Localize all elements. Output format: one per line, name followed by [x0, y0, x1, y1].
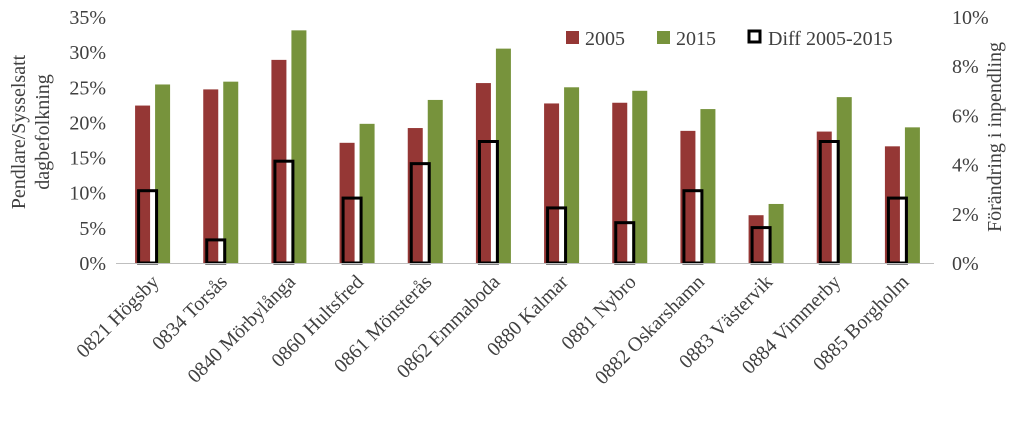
bar-2015 [223, 81, 239, 263]
bar-2015 [155, 84, 171, 263]
right-tick-label: 10% [952, 7, 989, 29]
right-tick-label: 8% [952, 56, 979, 78]
legend-label-2005: 2005 [585, 28, 625, 50]
legend: 2005 2015 Diff 2005-2015 [566, 28, 893, 50]
left-axis-ticks: 0% 5% 10% 15% 20% 25% 30% 35% [69, 7, 106, 275]
bar-2015 [359, 123, 375, 263]
plot-area [116, 30, 934, 265]
legend-swatch-2015 [657, 31, 670, 44]
legend-label-diff: Diff 2005-2015 [768, 28, 893, 50]
left-tick-label: 0% [79, 253, 106, 275]
right-tick-label: 2% [952, 204, 979, 226]
bar-2015 [291, 30, 307, 264]
bar-2015 [495, 48, 511, 263]
left-tick-label: 35% [69, 7, 106, 29]
right-axis-ticks: 0% 2% 4% 6% 8% 10% [952, 7, 989, 275]
left-tick-label: 10% [69, 183, 106, 205]
right-axis-title: Förändring i inpendling [984, 42, 1006, 232]
category-label: 0821 Högsby [72, 271, 163, 362]
left-tick-label: 25% [69, 77, 106, 99]
legend-label-2015: 2015 [676, 28, 716, 50]
legend-swatch-diff [747, 29, 762, 44]
bar-2015 [632, 90, 648, 263]
legend-swatch-2005 [566, 31, 579, 44]
bar-2015 [427, 99, 443, 264]
left-tick-label: 15% [69, 148, 106, 170]
left-tick-label: 30% [69, 42, 106, 64]
left-axis-title-line2: dagbefolkning [32, 74, 54, 190]
left-tick-label: 5% [79, 218, 106, 240]
right-tick-label: 4% [952, 155, 979, 177]
bar-2015 [700, 109, 716, 264]
bar-2015 [904, 127, 920, 263]
left-axis-title-line1: Pendlare/Sysselsatt [8, 54, 30, 209]
left-tick-label: 20% [69, 112, 106, 134]
right-tick-label: 0% [952, 253, 979, 275]
bar-2005 [203, 89, 219, 263]
right-tick-label: 6% [952, 105, 979, 127]
bar-2015 [564, 87, 580, 264]
bar-2015 [768, 203, 784, 263]
bar-2015 [836, 97, 852, 263]
